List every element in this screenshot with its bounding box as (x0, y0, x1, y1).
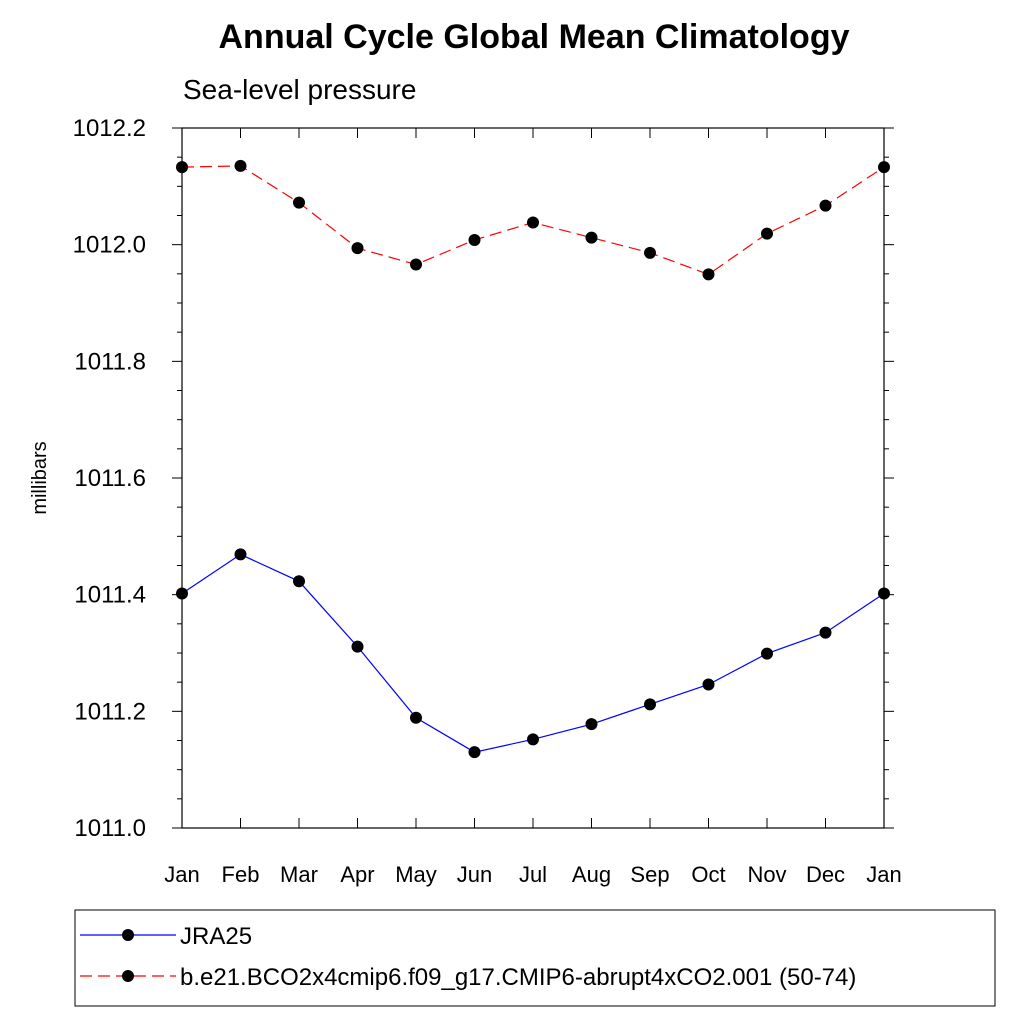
y-tick-label: 1011.4 (74, 582, 146, 609)
series-lines (181, 165, 885, 753)
x-tick-label: Dec (806, 862, 845, 887)
y-tick-label: 1011.8 (74, 348, 146, 375)
data-point (176, 587, 188, 600)
data-point (468, 746, 481, 759)
chart-title: Annual Cycle Global Mean Climatology (219, 18, 850, 56)
legend-box (74, 909, 996, 1007)
data-point (234, 159, 247, 172)
data-point (293, 196, 305, 209)
data-point (527, 216, 539, 229)
x-tick-label: Sep (630, 862, 669, 887)
y-tick-label: 1011.2 (74, 698, 146, 725)
plot-frame (181, 127, 885, 829)
data-point (761, 647, 773, 660)
x-tick-label: Oct (691, 862, 725, 887)
data-point (585, 231, 598, 244)
y-tick-label: 1012.2 (73, 115, 146, 142)
x-tick-label: Feb (222, 862, 260, 887)
x-tick-label: Aug (572, 862, 611, 887)
y-axis-label: millibars (29, 441, 51, 514)
data-point (410, 258, 422, 271)
data-point (351, 640, 364, 653)
data-point (351, 242, 364, 255)
axis-ticks: Jan Feb Mar Apr May Jun Jul Aug Sep Oct Nov Dec Jan 1… (73, 115, 902, 887)
x-tick-label: Mar (280, 862, 318, 887)
legend-swatch-marker (122, 970, 134, 982)
data-point (702, 268, 715, 281)
data-point (410, 711, 422, 724)
data-point (527, 733, 539, 746)
y-tick-label: 1011.0 (74, 815, 146, 842)
data-point (176, 161, 188, 174)
legend-label: b.e21.BCO2x4cmip6.f09_g17.CMIP6-abrupt4x… (180, 964, 856, 991)
data-point (702, 678, 715, 691)
data-point (234, 548, 247, 561)
data-point (644, 246, 656, 259)
data-point (878, 587, 890, 600)
data-point (644, 698, 656, 711)
x-tick-label: Jan (866, 862, 901, 887)
data-point (468, 234, 481, 246)
x-tick-label: Apr (340, 862, 374, 887)
x-tick-label: Nov (747, 862, 786, 887)
series-line-1 (181, 553, 885, 753)
chart-subtitle: Sea-level pressure (183, 74, 416, 105)
data-point (878, 161, 890, 174)
x-tick-label: May (395, 862, 437, 887)
x-tick-label: Jun (457, 862, 492, 887)
data-point (819, 626, 832, 639)
data-point (293, 575, 305, 588)
data-point (761, 227, 773, 240)
data-point (819, 199, 832, 212)
x-tick-label: Jan (164, 862, 199, 887)
legend-label: JRA25 (180, 923, 252, 950)
x-tick-label: Jul (519, 862, 547, 887)
series-points (176, 159, 890, 759)
legend-swatch-marker (122, 929, 134, 941)
y-tick-label: 1012.0 (73, 232, 146, 259)
y-tick-label: 1011.6 (74, 465, 146, 492)
legend: JRA25 b.e21.BCO2x4cmip6.f09_g17.CMIP6-abr… (80, 923, 856, 991)
data-point (585, 718, 598, 731)
